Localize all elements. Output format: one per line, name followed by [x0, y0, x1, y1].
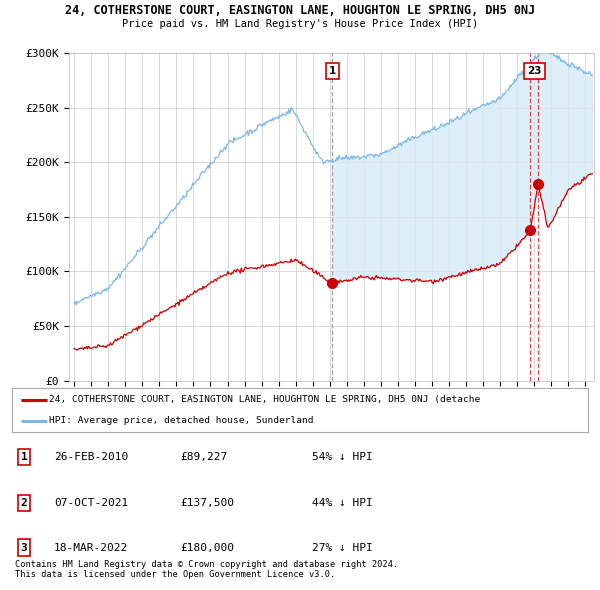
Text: £180,000: £180,000	[180, 543, 234, 552]
Text: £89,227: £89,227	[180, 453, 227, 462]
Text: 1: 1	[329, 66, 336, 76]
Text: 1: 1	[20, 453, 28, 462]
Text: 07-OCT-2021: 07-OCT-2021	[54, 498, 128, 507]
Text: 18-MAR-2022: 18-MAR-2022	[54, 543, 128, 552]
Text: 23: 23	[527, 66, 541, 76]
Text: 24, COTHERSTONE COURT, EASINGTON LANE, HOUGHTON LE SPRING, DH5 0NJ (detache: 24, COTHERSTONE COURT, EASINGTON LANE, H…	[49, 395, 481, 404]
Text: HPI: Average price, detached house, Sunderland: HPI: Average price, detached house, Sund…	[49, 417, 314, 425]
Text: 27% ↓ HPI: 27% ↓ HPI	[312, 543, 373, 552]
Text: 44% ↓ HPI: 44% ↓ HPI	[312, 498, 373, 507]
Text: Price paid vs. HM Land Registry's House Price Index (HPI): Price paid vs. HM Land Registry's House …	[122, 19, 478, 29]
Text: 2: 2	[20, 498, 28, 507]
Text: Contains HM Land Registry data © Crown copyright and database right 2024.
This d: Contains HM Land Registry data © Crown c…	[15, 560, 398, 579]
Text: 3: 3	[20, 543, 28, 552]
Text: 54% ↓ HPI: 54% ↓ HPI	[312, 453, 373, 462]
Text: 24, COTHERSTONE COURT, EASINGTON LANE, HOUGHTON LE SPRING, DH5 0NJ: 24, COTHERSTONE COURT, EASINGTON LANE, H…	[65, 4, 535, 17]
Text: 26-FEB-2010: 26-FEB-2010	[54, 453, 128, 462]
Text: £137,500: £137,500	[180, 498, 234, 507]
